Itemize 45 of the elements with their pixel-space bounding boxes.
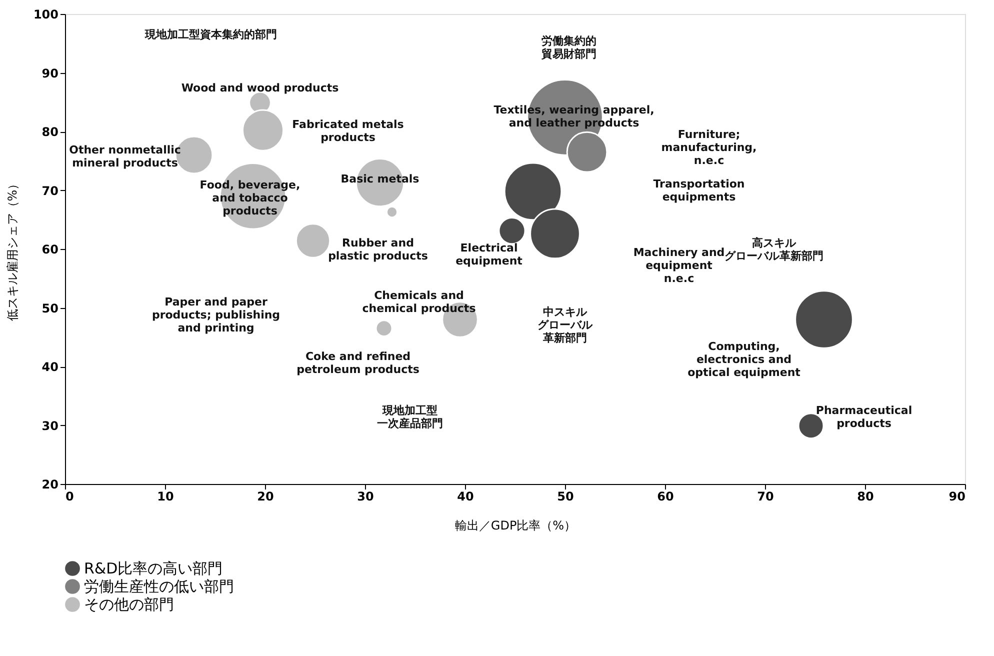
y-tick-label: 30: [42, 418, 58, 433]
x-tick-label: 50: [557, 490, 574, 504]
x-tick-label: 0: [66, 490, 74, 504]
y-tick-label: 20: [42, 478, 58, 492]
x-tick-label: 40: [457, 490, 474, 504]
annotation: Computing, electronics and optical equipment: [688, 340, 800, 380]
annotation: Chemicals and chemical products: [362, 289, 476, 315]
x-tick-label: 20: [257, 490, 274, 504]
annotation: 中スキルグローバル革新部門: [538, 305, 594, 344]
annotation: Furniture; manufacturing, n.e.c: [661, 128, 757, 168]
annotation: 現地加工型一次産品部門: [377, 404, 443, 430]
annotation: Wood and wood products: [181, 82, 340, 95]
annotation: Food, beverage, and tobacco products: [200, 178, 300, 218]
legend-label: 労働生産性の低い部門: [84, 578, 234, 596]
x-tick-label: 60: [657, 490, 674, 504]
y-tick-label: 50: [42, 301, 58, 316]
annotation: Transportation equipments: [653, 177, 745, 204]
annotation: Electrical equipment: [456, 241, 522, 268]
x-tick-label: 30: [357, 490, 374, 504]
x-tick-label: 70: [757, 490, 774, 504]
annotation: Paper and paper products; publishing and printing: [152, 295, 280, 334]
legend-label: R&D比率の高い部門: [84, 560, 223, 578]
annotation: 労働集約的貿易財部門: [540, 34, 596, 61]
y-tick-label: 90: [42, 66, 58, 80]
legend-label: その他の部門: [84, 596, 174, 614]
annotation: Coke and refined petroleum products: [296, 350, 420, 376]
y-tick-label: 40: [42, 360, 58, 374]
y-tick-label: 60: [42, 242, 58, 256]
x-tick-label: 10: [157, 490, 174, 504]
y-axis-title: 低スキル雇用シェア（%）: [5, 178, 20, 322]
y-tick-label: 100: [33, 8, 58, 22]
y-tick-label: 80: [42, 125, 58, 139]
x-axis-title: 輸出／GDP比率（%）: [454, 518, 576, 532]
annotation: 高スキルグローバル革新部門: [724, 236, 824, 263]
annotation: Other nonmetallic mineral products: [69, 143, 181, 170]
y-tick-label: 70: [42, 184, 58, 198]
annotation: 現地加工型資本集約的部門: [144, 28, 277, 42]
annotation: Machinery and equipment n.e.c: [633, 246, 725, 286]
annotation: Pharmaceutical products: [816, 404, 912, 430]
annotation: Basic metals: [340, 172, 420, 186]
annotation: Fabricated metals products: [292, 118, 404, 144]
annotation: Textiles, wearing apparel, and leather products: [494, 103, 654, 130]
x-tick-label: 90: [948, 490, 966, 504]
x-tick-label: 80: [857, 490, 874, 504]
annotation: Rubber and plastic products: [328, 236, 428, 263]
